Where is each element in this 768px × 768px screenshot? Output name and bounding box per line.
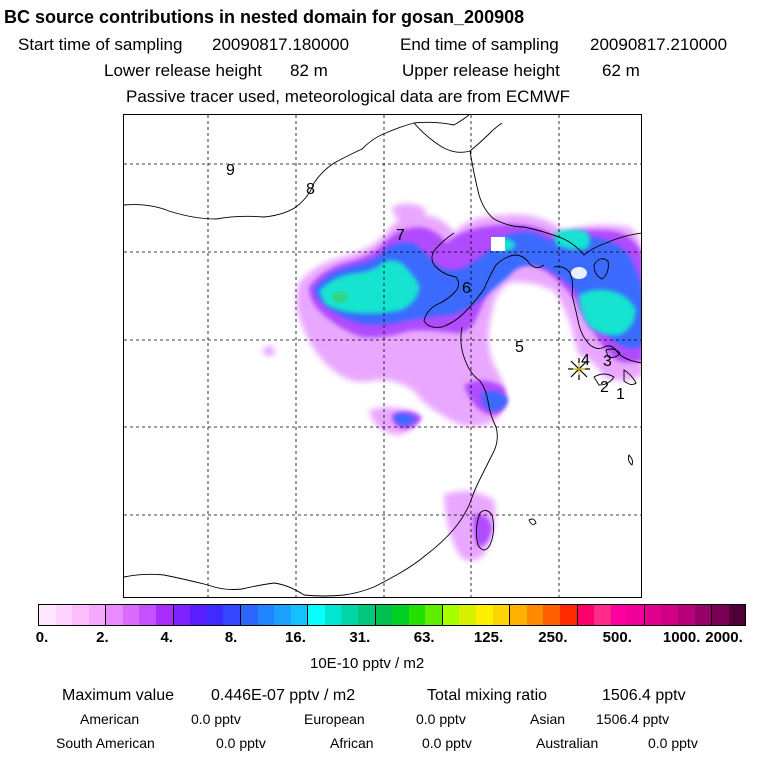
colorbar-tick-label: 31. — [349, 629, 371, 646]
plume-layer — [263, 203, 641, 561]
map-canvas — [124, 115, 641, 597]
colorbar-cell — [55, 605, 73, 625]
colorbar-cell — [526, 605, 544, 625]
coastlines — [124, 115, 641, 597]
colorbar-cell — [122, 605, 140, 625]
colorbar-tick-label: 250. — [538, 629, 568, 646]
colorbar-cell — [223, 605, 241, 625]
colorbar-tick-label: 0. — [35, 629, 49, 646]
colorbar-cell — [308, 605, 325, 625]
colorbar-cell — [712, 605, 729, 625]
colorbar-tick-label: 8. — [224, 629, 238, 646]
total-mixing-label: Total mixing ratio — [427, 687, 548, 704]
colorbar-tick-label: 2000. — [705, 629, 743, 646]
colorbar-cell — [139, 605, 157, 625]
colorbar-cell — [644, 605, 662, 625]
receptor-star-icon — [568, 358, 590, 380]
upper-release-label: Upper release height — [402, 61, 560, 80]
colorbar-cell — [442, 605, 460, 625]
colorbar-cell — [106, 605, 123, 625]
colorbar-cell — [559, 605, 578, 625]
colorbar-cell — [476, 605, 493, 625]
european-value: 0.0 pptv — [416, 711, 466, 727]
region-number-3: 3 — [603, 353, 612, 370]
region-number-7: 7 — [396, 227, 405, 244]
region-number-2: 2 — [600, 379, 609, 396]
colorbar-cell — [661, 605, 678, 625]
region-number-9: 9 — [226, 162, 235, 179]
tracer-note: Passive tracer used, meteorological data… — [126, 87, 571, 106]
colorbar-tick-label: 4. — [160, 629, 173, 646]
start-time-label: Start time of sampling — [18, 35, 183, 54]
colorbar-tick-label: 63. — [413, 629, 435, 646]
colorbar-cell — [173, 605, 191, 625]
south-american-value: 0.0 pptv — [216, 735, 266, 751]
end-time-label: End time of sampling — [400, 35, 559, 54]
colorbar-cell — [577, 605, 595, 625]
region-number-4: 4 — [581, 352, 590, 369]
american-label: American — [80, 711, 140, 727]
european-label: European — [304, 711, 365, 727]
colorbar-cell — [492, 605, 511, 625]
australian-label: Australian — [536, 735, 599, 751]
colorbar-cell — [392, 605, 409, 625]
colorbar-cell — [459, 605, 477, 625]
total-mixing-value: 1506.4 pptv — [602, 687, 686, 704]
colorbar-cell — [72, 605, 89, 625]
colorbar-cell — [39, 605, 56, 625]
colorbar-cell — [88, 605, 107, 625]
region-number-1: 1 — [616, 386, 625, 403]
colorbar-cell — [627, 605, 645, 625]
max-value-label: Maximum value — [62, 687, 175, 704]
colorbar-cell — [677, 605, 695, 625]
asian-label: Asian — [530, 711, 566, 727]
colorbar-cell — [728, 605, 746, 625]
colorbar-tick-label: 500. — [602, 629, 632, 646]
colorbar-cell — [408, 605, 426, 625]
colorbar-cell — [510, 605, 527, 625]
south-american-label: South American — [56, 735, 155, 751]
african-value: 0.0 pptv — [422, 735, 472, 751]
upper-release-value: 62 m — [602, 61, 640, 80]
colorbar — [38, 604, 746, 626]
lower-release-value: 82 m — [290, 61, 328, 80]
region-number-5: 5 — [515, 339, 524, 356]
colorbar-cell — [694, 605, 713, 625]
colorbar-cell — [206, 605, 224, 625]
colorbar-cell — [610, 605, 628, 625]
american-value: 0.0 pptv — [191, 711, 241, 727]
max-value: 0.446E-07 pptv / m2 — [211, 687, 356, 704]
start-time-value: 20090817.180000 — [212, 35, 350, 54]
colorbar-tick-label: 125. — [473, 629, 504, 646]
colorbar-tick-label: 16. — [285, 629, 306, 646]
colorbar-cell — [240, 605, 258, 625]
australian-value: 0.0 pptv — [648, 735, 698, 751]
colorbar-cell — [425, 605, 443, 625]
colorbar-cell — [594, 605, 611, 625]
colorbar-cell — [257, 605, 275, 625]
colorbar-cell — [341, 605, 358, 625]
colorbar-cell — [324, 605, 342, 625]
colorbar-cell — [543, 605, 560, 625]
asian-value: 1506.4 pptv — [596, 711, 670, 727]
region-number-6: 6 — [462, 280, 471, 297]
colorbar-tick-label: 2. — [96, 629, 109, 646]
colorbar-tick-label: 1000. — [662, 629, 701, 646]
colorbar-cell — [357, 605, 376, 625]
colorbar-cell — [375, 605, 393, 625]
colorbar-cell — [274, 605, 291, 625]
end-time-value: 20090817.210000 — [590, 35, 728, 54]
african-label: African — [330, 735, 374, 751]
map-panel: 1 2 3 4 5 6 7 8 9 — [123, 114, 642, 598]
lower-release-label: Lower release height — [104, 61, 262, 80]
map-grid — [124, 115, 641, 597]
plot-title: BC source contributions in nested domain… — [4, 7, 525, 27]
colorbar-units: 10E-10 pptv / m2 — [310, 655, 425, 672]
colorbar-cell — [190, 605, 207, 625]
colorbar-cell — [290, 605, 309, 625]
region-number-8: 8 — [306, 181, 315, 198]
colorbar-cell — [156, 605, 174, 625]
